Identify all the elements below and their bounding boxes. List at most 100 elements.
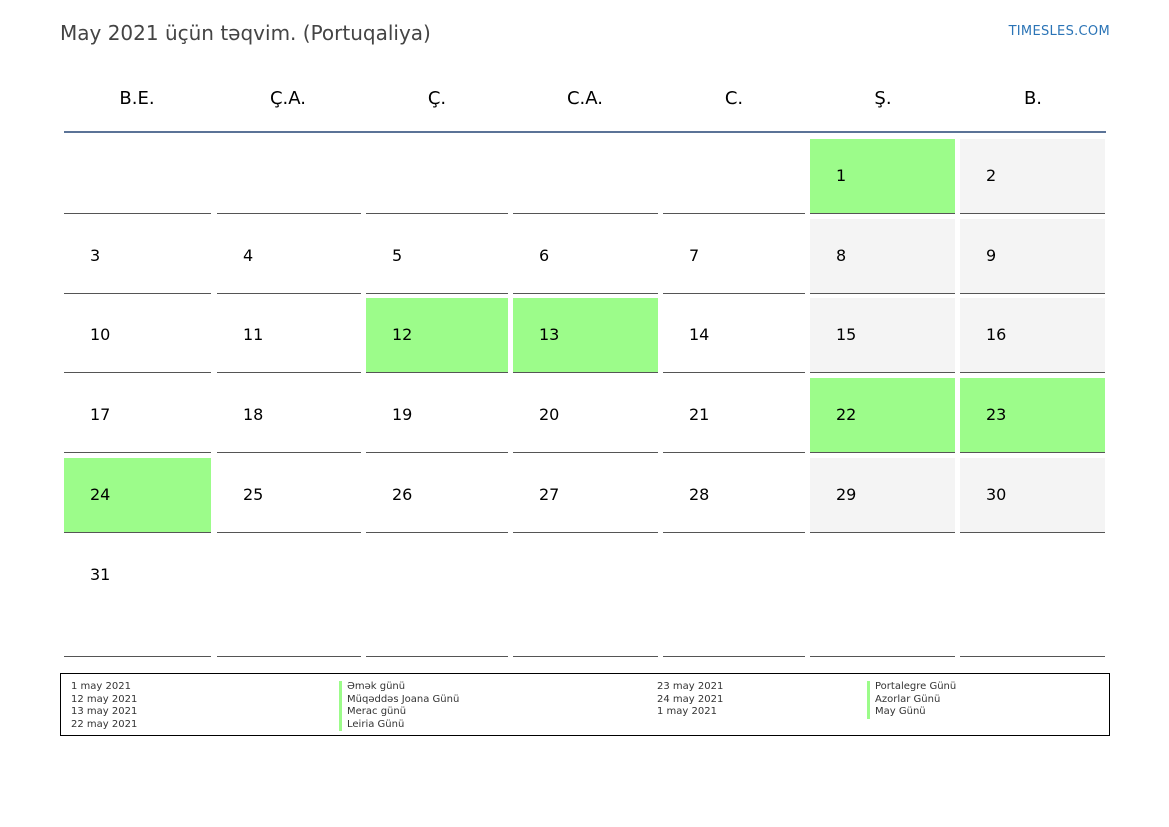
day-number: 17 xyxy=(90,405,111,424)
day-cell: 25 xyxy=(217,458,361,533)
legend-date: 1 may 2021 xyxy=(71,681,131,692)
empty-cell xyxy=(366,538,508,657)
day-number: 12 xyxy=(392,325,413,344)
empty-cell xyxy=(366,139,508,214)
weekday-label: C.A. xyxy=(566,88,603,109)
weekday-label: B. xyxy=(1023,88,1043,109)
day-number: 21 xyxy=(689,405,710,424)
day-number: 4 xyxy=(243,246,254,265)
legend-dates-2: 23 may 2021 24 may 2021 1 may 2021 xyxy=(657,681,723,719)
day-number: 31 xyxy=(90,565,111,584)
day-cell: 14 xyxy=(663,298,805,373)
weekday-header: B.E. Ç.A. Ç. C.A. C. Ş. B. xyxy=(64,84,1106,132)
day-number: 8 xyxy=(836,246,847,265)
day-cell: 4 xyxy=(217,219,361,294)
weekday-label: B.E. xyxy=(119,88,155,109)
brand-link[interactable]: TIMESLES.COM xyxy=(1008,24,1110,39)
day-cell: 11 xyxy=(217,298,361,373)
holiday-day-cell: 13 xyxy=(513,298,658,373)
day-number: 26 xyxy=(392,485,413,504)
holiday-legend: 1 may 2021 12 may 2021 13 may 2021 22 ma… xyxy=(60,673,1110,736)
day-cell: 21 xyxy=(663,378,805,453)
empty-cell xyxy=(663,538,805,657)
day-number: 23 xyxy=(986,405,1007,424)
legend-holiday-name: Merac günü xyxy=(339,706,459,719)
day-cell: 8 xyxy=(810,219,955,294)
day-cell: 31 xyxy=(64,538,211,657)
day-number: 3 xyxy=(90,246,101,265)
weekday-label: Ç.A. xyxy=(269,88,306,109)
legend-holiday-name: May Günü xyxy=(867,706,956,719)
legend-date: 23 may 2021 xyxy=(657,681,724,692)
weekday-label: Ç. xyxy=(427,88,447,109)
day-number: 30 xyxy=(986,485,1007,504)
legend-date: 12 may 2021 xyxy=(71,693,138,705)
day-number: 18 xyxy=(243,405,264,424)
header-divider xyxy=(64,131,1106,133)
day-number: 29 xyxy=(836,485,857,504)
day-number: 24 xyxy=(90,485,111,504)
day-number: 22 xyxy=(836,405,857,424)
day-number: 28 xyxy=(689,485,710,504)
day-cell: 10 xyxy=(64,298,211,373)
day-cell: 5 xyxy=(366,219,508,294)
page-title: May 2021 üçün təqvim. (Portuqaliya) xyxy=(60,21,431,45)
day-number: 14 xyxy=(689,325,710,344)
holiday-day-cell: 1 xyxy=(810,139,955,214)
day-number: 11 xyxy=(243,325,264,344)
day-cell: 27 xyxy=(513,458,658,533)
day-cell: 18 xyxy=(217,378,361,453)
day-cell: 7 xyxy=(663,219,805,294)
day-number: 10 xyxy=(90,325,111,344)
legend-date: 1 may 2021 xyxy=(657,706,717,717)
day-cell: 17 xyxy=(64,378,211,453)
holiday-day-cell: 22 xyxy=(810,378,955,453)
empty-cell xyxy=(513,538,658,657)
legend-holiday-name: Leiria Günü xyxy=(339,718,459,731)
legend-date: 13 may 2021 xyxy=(71,706,138,717)
day-number: 25 xyxy=(243,485,264,504)
day-number: 7 xyxy=(689,246,700,265)
empty-cell xyxy=(663,139,805,214)
day-cell: 30 xyxy=(960,458,1105,533)
day-number: 2 xyxy=(986,166,997,185)
weekday-label: Ş. xyxy=(874,88,892,109)
empty-cell xyxy=(513,139,658,214)
day-number: 16 xyxy=(986,325,1007,344)
day-cell: 28 xyxy=(663,458,805,533)
day-cell: 3 xyxy=(64,219,211,294)
holiday-day-cell: 12 xyxy=(366,298,508,373)
weekday-label: C. xyxy=(724,88,744,109)
holiday-day-cell: 23 xyxy=(960,378,1105,453)
empty-cell xyxy=(64,139,211,214)
day-cell: 20 xyxy=(513,378,658,453)
day-cell: 29 xyxy=(810,458,955,533)
day-cell: 26 xyxy=(366,458,508,533)
day-number: 13 xyxy=(539,325,560,344)
legend-holiday-name: Müqəddəs Joana Günü xyxy=(339,693,459,706)
day-number: 1 xyxy=(836,166,847,185)
legend-names-1: Əmək günü Müqəddəs Joana Günü Merac günü… xyxy=(339,681,459,731)
day-cell: 6 xyxy=(513,219,658,294)
day-cell: 2 xyxy=(960,139,1105,214)
day-number: 9 xyxy=(986,246,997,265)
day-cell: 19 xyxy=(366,378,508,453)
day-cell: 9 xyxy=(960,219,1105,294)
day-number: 5 xyxy=(392,246,403,265)
empty-cell xyxy=(960,538,1105,657)
empty-cell xyxy=(217,538,361,657)
legend-dates-1: 1 may 2021 12 may 2021 13 may 2021 22 ma… xyxy=(71,681,137,731)
legend-date: 24 may 2021 xyxy=(657,693,724,705)
holiday-day-cell: 24 xyxy=(64,458,211,533)
day-number: 15 xyxy=(836,325,857,344)
legend-holiday-name: Əmək günü xyxy=(339,681,459,694)
legend-names-2: Portalegre Günü Azorlar Günü May Günü xyxy=(867,681,956,719)
empty-cell xyxy=(810,538,955,657)
day-number: 27 xyxy=(539,485,560,504)
day-number: 20 xyxy=(539,405,560,424)
legend-holiday-name: Portalegre Günü xyxy=(867,681,956,694)
day-cell: 15 xyxy=(810,298,955,373)
day-cell: 16 xyxy=(960,298,1105,373)
empty-cell xyxy=(217,139,361,214)
legend-date: 22 may 2021 xyxy=(71,718,138,730)
